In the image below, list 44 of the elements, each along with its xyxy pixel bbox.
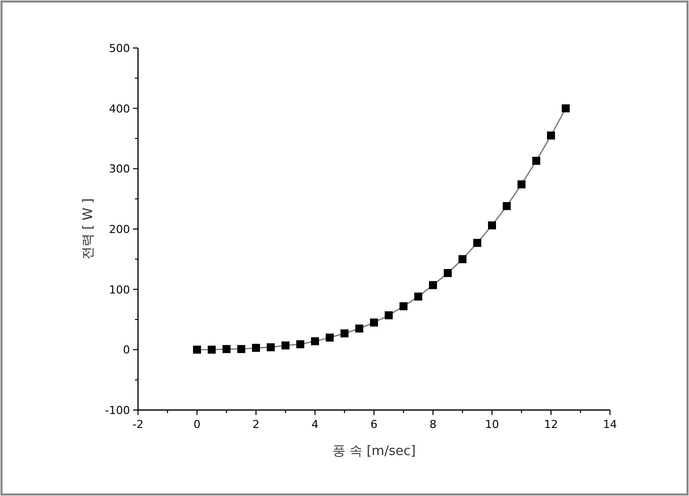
point	[311, 337, 319, 346]
point	[414, 292, 422, 301]
point	[193, 346, 201, 354]
y-tick-label: 0	[123, 344, 130, 357]
x-tick-label: 2	[252, 418, 260, 431]
point	[370, 318, 378, 327]
point	[237, 345, 246, 354]
point	[296, 340, 304, 348]
y-tick-label: 100	[109, 283, 130, 296]
point	[473, 238, 482, 247]
y-tick-label: 500	[109, 42, 130, 55]
point	[488, 221, 496, 230]
x-tick-label: 10	[485, 418, 499, 431]
x-axis-title: 풍 속 [m/sec]	[332, 444, 416, 459]
y-tick-label: 200	[109, 223, 130, 236]
point	[458, 255, 466, 264]
y-axis-title: 전력 [ W ]	[81, 198, 96, 260]
x-tick-label: -2	[132, 418, 144, 431]
x-tick-label: 12	[544, 418, 558, 431]
point	[429, 281, 437, 290]
point	[355, 324, 364, 333]
point	[384, 311, 393, 320]
y-tick-label: 400	[109, 102, 130, 116]
y-tick-label: 300	[109, 162, 130, 176]
point	[562, 104, 570, 112]
x-tick-label: 4	[312, 418, 318, 431]
point	[502, 202, 511, 210]
point	[222, 345, 230, 354]
point	[266, 343, 275, 352]
point	[532, 156, 540, 165]
point	[340, 329, 348, 338]
point	[282, 341, 290, 350]
point	[326, 334, 334, 342]
x-tick-label: 14	[603, 418, 617, 431]
point	[208, 346, 216, 354]
x-tick-label: 8	[430, 418, 436, 431]
point	[400, 302, 408, 310]
x-tick-label: 0	[194, 418, 200, 431]
point	[518, 180, 526, 188]
point	[444, 269, 452, 278]
y-tick-label: -100	[105, 404, 130, 417]
x-tick-label: 6	[370, 418, 378, 431]
point	[547, 131, 555, 140]
point	[252, 344, 260, 352]
